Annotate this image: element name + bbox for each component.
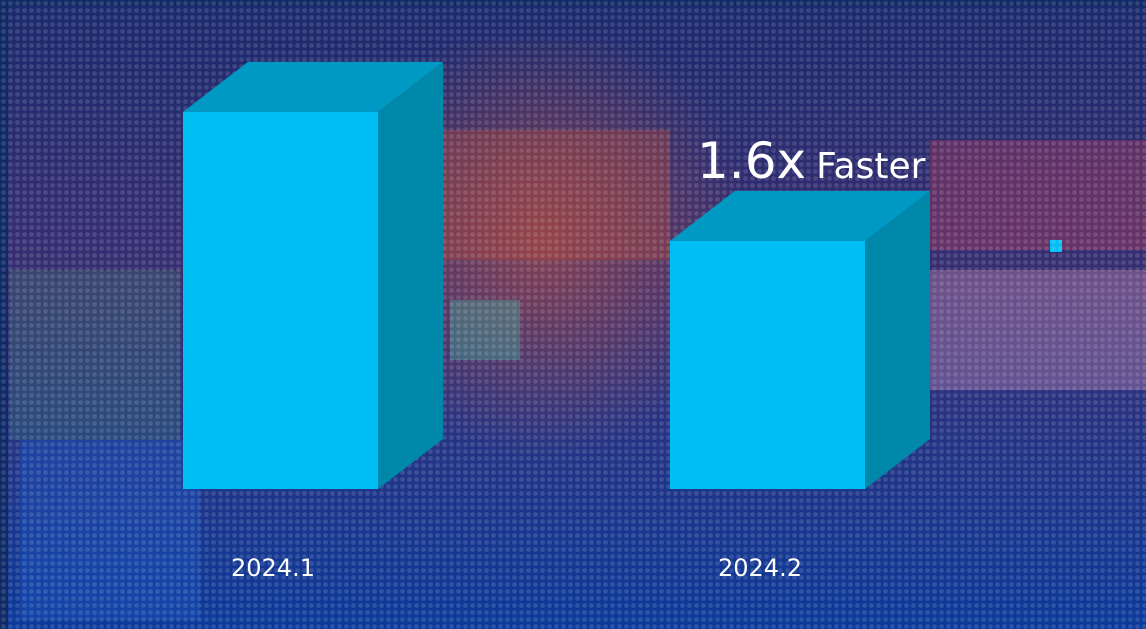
annotation-value: 1.6x (697, 132, 806, 190)
bar (183, 111, 378, 489)
x-tick-label: 2024.2 (718, 554, 802, 582)
bar (670, 240, 865, 489)
bar-top (183, 61, 443, 112)
annotation-text: Faster (816, 146, 925, 187)
bar-side (378, 61, 443, 489)
bar-side (865, 190, 930, 489)
annotation: 1.6x Faster (697, 132, 926, 190)
x-tick-label: 2024.1 (231, 554, 315, 582)
bar-top (670, 190, 930, 241)
